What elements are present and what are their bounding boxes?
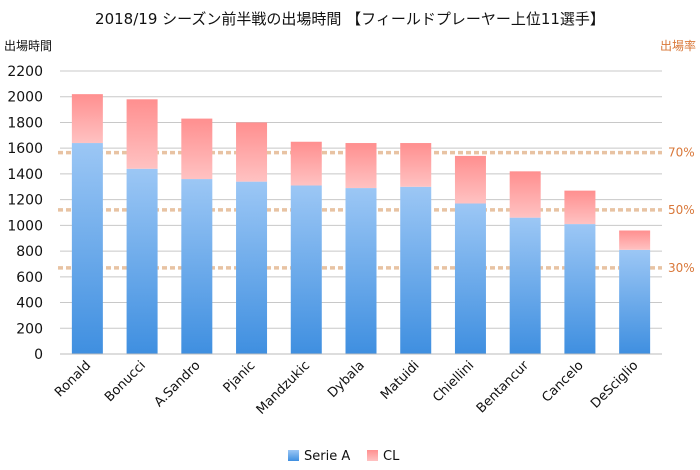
y-tick-label: 2000 xyxy=(7,90,43,106)
legend-swatch-cl xyxy=(367,450,378,461)
y-tick-label: 1000 xyxy=(7,218,43,234)
bar-serie-a xyxy=(619,249,651,354)
x-tick-label: Cancelo xyxy=(539,358,586,405)
y-tick-label: 200 xyxy=(16,321,43,337)
bar-cl xyxy=(509,171,541,218)
bar-cl xyxy=(454,155,486,204)
y2-axis-ticks: 30% 50% 70% xyxy=(668,146,695,275)
bar-serie-a xyxy=(126,168,158,354)
x-tick-label: Chiellini xyxy=(430,358,477,405)
x-tick-label: Pjanic xyxy=(221,358,259,396)
legend-swatch-serie-a xyxy=(288,450,299,461)
y2-tick-label: 50% xyxy=(668,203,695,217)
y2-axis-label: 出場率 xyxy=(660,38,696,53)
bars xyxy=(71,94,651,354)
bar-cl xyxy=(345,143,377,189)
x-tick-label: Dybala xyxy=(325,358,368,401)
bar-cl xyxy=(564,190,596,225)
y-tick-label: 1400 xyxy=(7,167,43,183)
bar-cl xyxy=(181,118,213,180)
bar-cl xyxy=(71,94,103,144)
bar-serie-a xyxy=(400,186,432,354)
bar-serie-a xyxy=(564,224,596,354)
bar-cl xyxy=(236,122,268,182)
x-tick-label: Bentancur xyxy=(474,358,533,417)
x-tick-label: Matuidi xyxy=(378,358,423,403)
legend: Serie A CL xyxy=(288,449,400,464)
y-tick-label: 800 xyxy=(16,244,43,260)
y-tick-label: 600 xyxy=(16,270,43,286)
bar-cl xyxy=(290,141,322,186)
reference-lines xyxy=(58,150,662,270)
y-axis-label: 出場時間 xyxy=(4,39,52,53)
chart-title: 2018/19 シーズン前半戦の出場時間 【フィールドプレーヤー上位11選手】 xyxy=(95,10,605,28)
y-tick-label: 1800 xyxy=(7,115,43,131)
y2-tick-label: 70% xyxy=(668,146,695,160)
bar-cl xyxy=(619,230,651,250)
x-tick-label: DeSciglio xyxy=(588,358,641,411)
bar-serie-a xyxy=(236,181,268,354)
x-tick-label: Ronald xyxy=(52,358,94,400)
y-tick-label: 1600 xyxy=(7,141,43,157)
y-tick-label: 0 xyxy=(34,347,43,363)
x-tick-label: Bonucci xyxy=(102,358,149,405)
bar-serie-a xyxy=(345,188,377,354)
legend-label-cl: CL xyxy=(383,449,400,464)
bar-serie-a xyxy=(71,143,103,354)
bar-serie-a xyxy=(509,217,541,354)
bar-serie-a xyxy=(290,185,322,354)
bar-serie-a xyxy=(181,179,213,354)
y-tick-label: 400 xyxy=(16,296,43,312)
y-axis-ticks: 0 200 400 600 800 1000 1200 1400 1600 1800 2000 220… xyxy=(7,64,43,363)
bar-cl xyxy=(126,99,158,169)
bar-serie-a xyxy=(454,203,486,354)
y-tick-label: 2200 xyxy=(7,64,43,80)
x-tick-label: Mandzukic xyxy=(254,358,313,417)
y-tick-label: 1200 xyxy=(7,193,43,209)
y2-tick-label: 30% xyxy=(668,261,695,275)
x-tick-label: A.Sandro xyxy=(152,358,204,410)
bar-cl xyxy=(400,143,432,187)
legend-label-serie-a: Serie A xyxy=(304,449,350,464)
